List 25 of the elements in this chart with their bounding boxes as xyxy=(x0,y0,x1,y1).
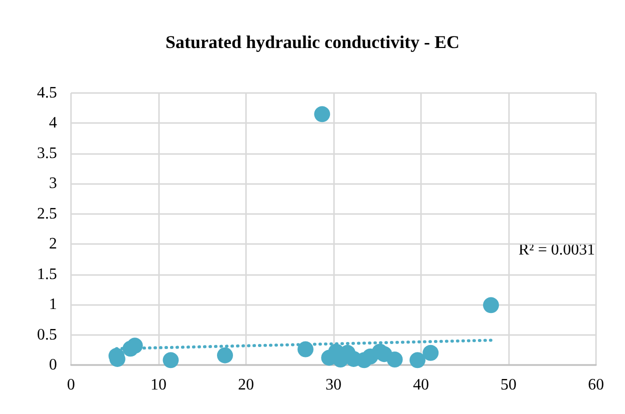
x-tick-label: 60 xyxy=(588,376,604,394)
y-tick-label: 4 xyxy=(49,114,57,132)
point xyxy=(314,106,330,122)
x-tick-label: 30 xyxy=(326,376,342,394)
point xyxy=(410,352,426,368)
y-tick-label: 3 xyxy=(49,175,57,192)
point xyxy=(422,344,439,361)
y-tick-label: 0.5 xyxy=(37,326,57,344)
chart-title: Saturated hydraulic conductivity - EC xyxy=(165,32,460,52)
y-tick-label: 1 xyxy=(49,296,57,314)
point xyxy=(162,352,179,368)
x-tick-label: 10 xyxy=(150,376,166,394)
y-tick-label: 4.5 xyxy=(37,84,57,102)
y-tick-label: 1.5 xyxy=(37,266,57,283)
x-tick-label: 20 xyxy=(238,376,254,394)
point xyxy=(483,297,499,314)
x-tick-label: 50 xyxy=(500,376,516,394)
x-tick-label: 0 xyxy=(67,376,75,394)
y-tick-label: 3.5 xyxy=(37,144,57,162)
x-tick-label: 40 xyxy=(413,376,429,394)
y-tick-label: 0 xyxy=(49,356,57,374)
y-tick-label: 2 xyxy=(49,236,57,253)
y-tick-label: 2.5 xyxy=(37,205,57,222)
point xyxy=(217,347,233,364)
point xyxy=(386,352,403,368)
